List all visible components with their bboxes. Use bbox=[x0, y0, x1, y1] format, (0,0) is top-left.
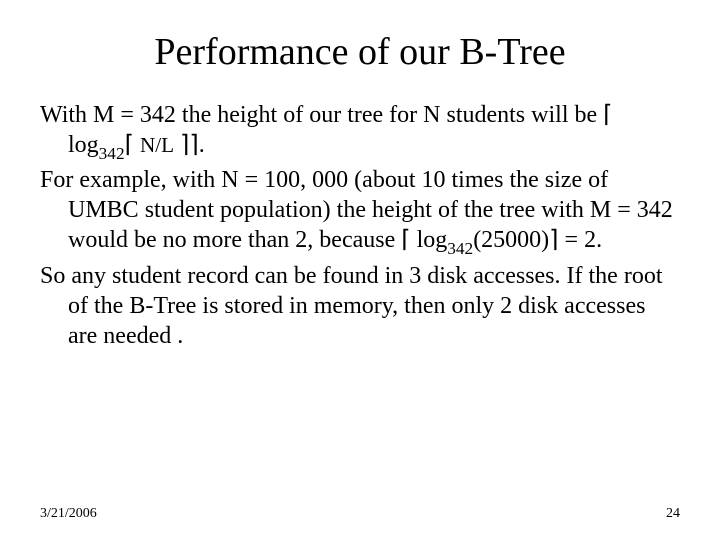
p2-eq: = 2. bbox=[565, 227, 603, 253]
paragraph-1: With M = 342 the height of our tree for … bbox=[40, 100, 680, 163]
footer-date: 3/21/2006 bbox=[40, 506, 97, 522]
slide-title: Performance of our B-Tree bbox=[40, 30, 680, 74]
paragraph-2: For example, with N = 100, 000 (about 10… bbox=[40, 165, 680, 258]
ceil-right-icon: ⌉ bbox=[549, 227, 558, 253]
p1-text-a: With M = 342 the height of our tree for … bbox=[40, 102, 597, 128]
paragraph-3: So any student record can be found in 3 … bbox=[40, 261, 680, 351]
p1-nl: N/L bbox=[140, 133, 174, 157]
ceil-left-icon: ⌈ bbox=[125, 132, 134, 158]
footer-page-number: 24 bbox=[666, 506, 680, 522]
p1-log: log bbox=[68, 132, 99, 158]
slide: Performance of our B-Tree With M = 342 t… bbox=[0, 0, 720, 540]
ceil-right-icon: ⌉ bbox=[180, 132, 189, 158]
p2-subscript: 342 bbox=[447, 239, 473, 258]
ceil-left-icon: ⌈ bbox=[401, 227, 410, 253]
p3-text: So any student record can be found in 3 … bbox=[40, 263, 663, 349]
ceil-left-icon: ⌈ bbox=[603, 102, 612, 128]
slide-body: With M = 342 the height of our tree for … bbox=[40, 100, 680, 351]
p1-subscript: 342 bbox=[99, 144, 125, 163]
p1-end: . bbox=[199, 132, 205, 158]
slide-footer: 3/21/2006 24 bbox=[40, 506, 680, 522]
p2-arg: (25000) bbox=[473, 227, 549, 253]
ceil-right-icon: ⌉ bbox=[189, 132, 198, 158]
p2-log: log bbox=[417, 227, 448, 253]
